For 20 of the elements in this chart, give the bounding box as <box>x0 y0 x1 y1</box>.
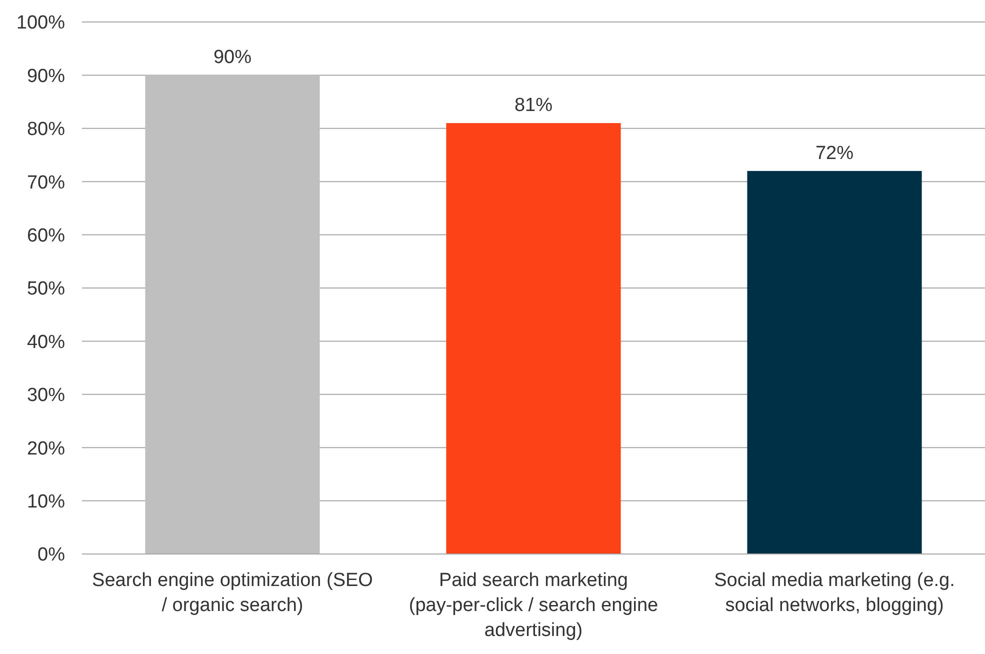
y-tick-label: 80% <box>26 119 66 140</box>
y-tick-label: 20% <box>26 438 66 460</box>
x-tick-label: Search engine optimization (SEO / organic search) <box>92 570 373 616</box>
y-tick-label: 70% <box>26 172 66 194</box>
data-label: 81% <box>514 95 553 116</box>
y-tick-label: 30% <box>26 385 66 406</box>
data-label: 90% <box>213 47 252 68</box>
y-tick-label: 0% <box>38 544 66 566</box>
x-tick-label: Paid search marketing (pay-per-click / search engine advertising) <box>408 570 658 641</box>
y-tick-label: 100% <box>16 12 66 34</box>
x-tick-label: Social media marketing (e.g. social networks, blogging) <box>714 570 955 616</box>
bar <box>145 75 320 554</box>
y-tick-label: 40% <box>26 332 66 353</box>
bar <box>747 170 922 554</box>
y-tick-label: 50% <box>26 278 66 300</box>
y-tick-label: 60% <box>26 225 66 246</box>
bar <box>446 123 621 554</box>
y-tick-label: 10% <box>26 491 66 512</box>
y-tick-label: 90% <box>26 66 66 87</box>
data-label: 72% <box>815 142 854 164</box>
